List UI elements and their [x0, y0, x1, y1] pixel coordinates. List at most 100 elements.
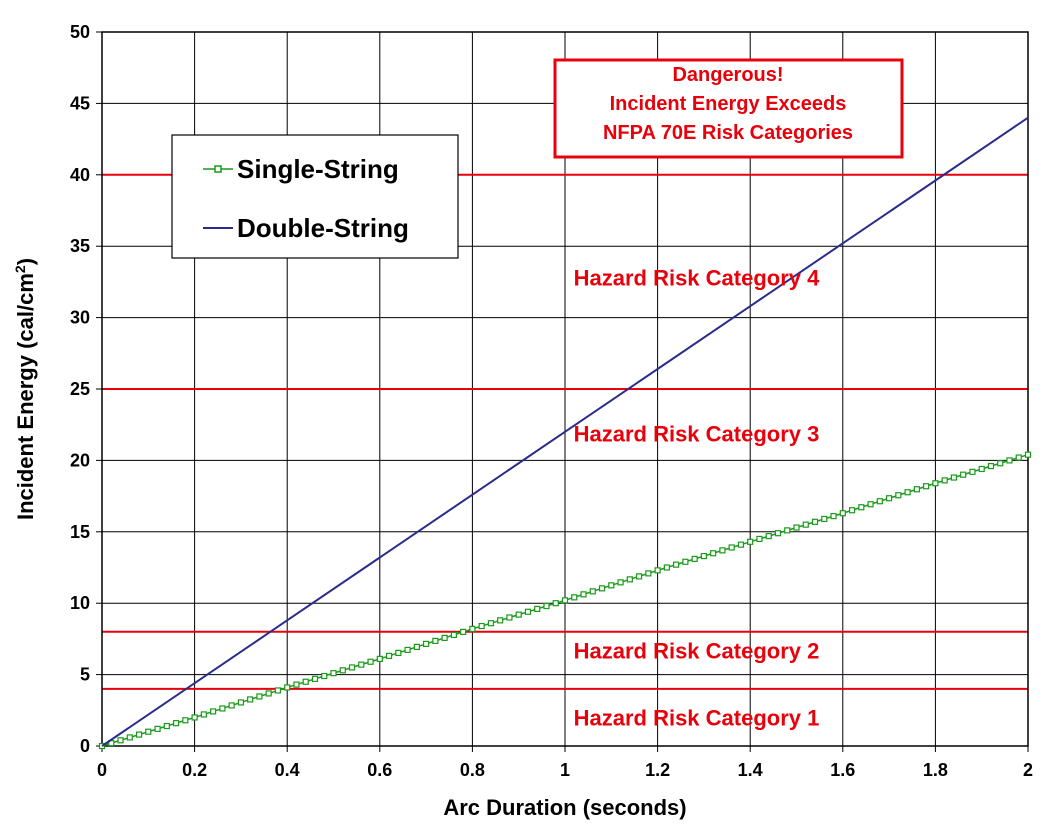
legend-marker-single-string — [214, 165, 222, 173]
legend: Single-String Double-String — [171, 134, 459, 259]
x-tick-label: 0 — [97, 760, 107, 780]
y-tick-label: 45 — [70, 93, 90, 113]
single-string-point — [987, 463, 995, 470]
single-string-point — [719, 547, 726, 554]
single-string-point — [293, 681, 300, 688]
single-string-point — [497, 617, 504, 624]
single-string-point — [561, 597, 569, 604]
x-tick-label: 1.6 — [830, 760, 855, 780]
warning-line-1: Dangerous! — [672, 64, 783, 86]
warning-line-3: NFPA 70E Risk Categories — [603, 122, 853, 144]
single-string-point — [811, 518, 819, 525]
single-string-point — [534, 605, 541, 613]
single-string-point — [311, 675, 319, 682]
single-string-point — [895, 492, 902, 499]
single-string-point — [635, 573, 643, 580]
single-string-point — [247, 696, 254, 703]
single-string-point — [969, 468, 976, 475]
single-string-point — [210, 708, 217, 715]
x-tick-label: 1.4 — [738, 760, 763, 780]
zone-label-category-2: Hazard Risk Category 2 — [574, 638, 820, 663]
single-string-point — [654, 567, 661, 574]
zone-label-category-3: Hazard Risk Category 3 — [574, 421, 820, 446]
single-string-point — [923, 483, 930, 490]
warning-box-frame — [553, 58, 904, 159]
single-string-point — [200, 711, 207, 718]
single-string-point — [867, 501, 874, 508]
single-string-point — [673, 561, 680, 568]
series-line-double-string — [101, 116, 1029, 747]
single-string-point — [404, 646, 411, 653]
single-string-point — [950, 474, 958, 481]
single-string-point — [367, 658, 374, 665]
single-string-point — [756, 535, 763, 543]
single-string-point — [385, 652, 393, 659]
single-string-point — [793, 524, 800, 531]
single-string-point — [487, 620, 495, 627]
y-axis-title-close: ) — [13, 258, 38, 265]
single-string-point — [237, 699, 244, 706]
single-string-point — [960, 471, 967, 478]
x-tick-label: 0.8 — [460, 760, 485, 780]
single-string-point — [450, 631, 457, 639]
single-string-point — [913, 486, 920, 493]
y-axis-title: Incident Energy (cal/cm2) — [12, 258, 38, 520]
x-tick-label: 1 — [560, 760, 570, 780]
single-string-point — [747, 538, 754, 545]
y-tick-label: 0 — [80, 736, 90, 756]
single-string-point — [321, 672, 328, 680]
single-string-point — [413, 643, 420, 650]
single-string-point — [506, 614, 513, 621]
single-string-point — [839, 510, 846, 517]
single-string-point — [1015, 454, 1022, 461]
single-string-point — [515, 611, 522, 618]
single-string-point — [617, 579, 624, 586]
single-string-point — [376, 655, 383, 662]
single-string-point — [737, 541, 745, 548]
single-string-point — [163, 722, 170, 730]
single-string-point — [830, 512, 837, 520]
x-tick-label: 1.8 — [923, 760, 948, 780]
y-tick-label: 15 — [70, 522, 90, 542]
single-string-point — [145, 728, 152, 735]
single-string-point — [302, 678, 309, 685]
single-string-point — [460, 628, 467, 636]
warning-line-2: Incident Energy Exceeds — [610, 93, 847, 115]
legend-frame — [171, 134, 459, 259]
single-string-point — [589, 588, 596, 595]
single-string-point — [265, 690, 272, 697]
y-tick-label: 20 — [70, 450, 90, 470]
single-string-point — [941, 477, 948, 484]
single-string-point — [339, 667, 346, 674]
y-tick-label: 5 — [80, 665, 90, 685]
y-axis-title-superscript: 2 — [12, 265, 28, 273]
single-string-point — [691, 555, 698, 563]
single-string-point — [858, 504, 865, 511]
single-string-point — [524, 608, 532, 615]
single-string-point — [469, 625, 476, 633]
single-string-point — [885, 495, 893, 502]
single-string-point — [256, 693, 263, 700]
single-string-point — [478, 622, 485, 630]
single-string-point — [117, 737, 124, 744]
single-string-point — [1006, 457, 1013, 464]
x-tick-label: 0.2 — [182, 760, 207, 780]
y-tick-label: 10 — [70, 593, 90, 613]
series — [98, 116, 1032, 750]
single-string-point — [978, 465, 985, 473]
single-string-point — [135, 731, 143, 738]
single-string-point — [228, 702, 235, 709]
y-tick-label: 35 — [70, 236, 90, 256]
single-string-point — [172, 720, 180, 727]
single-string-point — [598, 585, 606, 592]
single-string-point — [997, 460, 1004, 467]
single-string-point — [876, 498, 883, 505]
threshold-lines — [102, 173, 1028, 690]
single-string-point — [710, 550, 717, 557]
y-axis-title-main: Incident Energy (cal/cm — [13, 273, 38, 520]
y-tick-label: 50 — [70, 22, 90, 42]
single-string-point — [441, 634, 448, 642]
single-string-point — [663, 564, 670, 571]
